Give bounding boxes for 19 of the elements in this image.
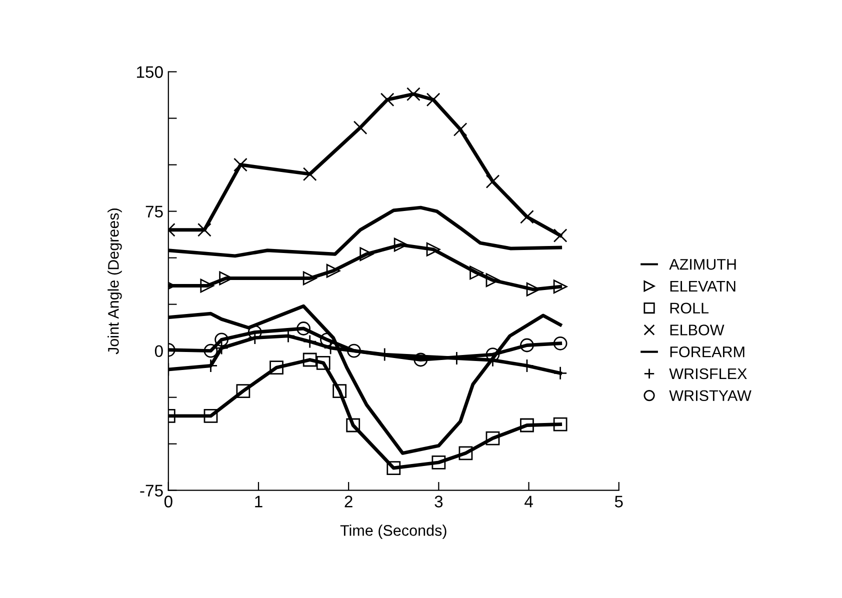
y-axis-title: Joint Angle (Degrees)	[108, 208, 122, 354]
legend-label: AZIMUTH	[669, 259, 736, 270]
y-tick-label: -75	[140, 484, 163, 497]
legend-label: ELEVATN	[670, 280, 736, 292]
legend-label: FOREARM	[670, 346, 744, 358]
x-tick-label: 3	[434, 496, 443, 508]
x-tick-label: 2	[344, 496, 352, 508]
y-tick-label: 0	[154, 345, 163, 358]
y-tick-label: 150	[137, 66, 163, 78]
x-tick-label: 4	[524, 496, 533, 508]
y-tick-label: 75	[146, 206, 163, 218]
x-tick-label: 0	[164, 496, 172, 508]
legend-label: WRISFLEX	[669, 368, 747, 380]
x-axis-title: Time (Seconds)	[340, 524, 446, 539]
legend-label: WRISTYAW	[669, 390, 752, 402]
legend-label: ROLL	[670, 302, 709, 314]
x-tick-label: 5	[614, 496, 623, 508]
legend-label: ELBOW	[670, 324, 724, 336]
x-tick-label: 1	[255, 496, 262, 508]
